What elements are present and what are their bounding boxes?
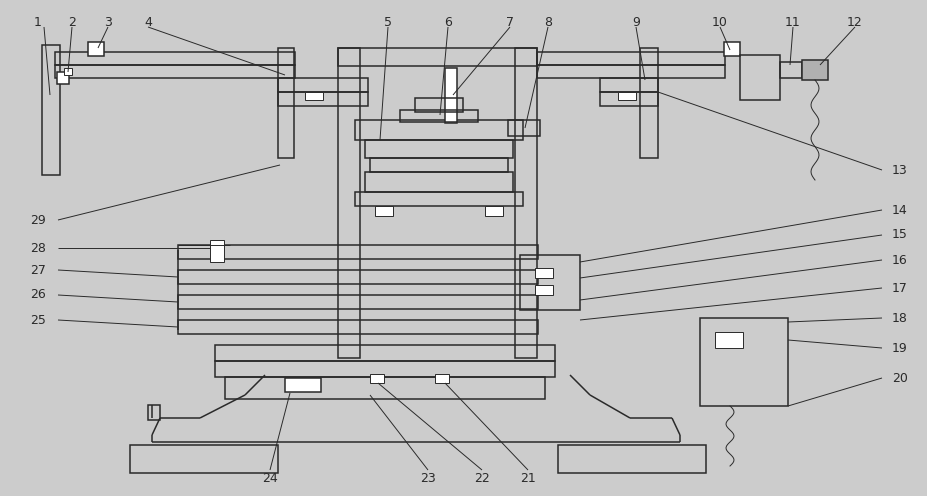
Bar [370,374,384,383]
Text: 8: 8 [543,15,552,28]
Bar [355,120,523,140]
Bar [278,78,368,92]
Bar [364,140,513,158]
Bar [130,445,278,473]
Text: 17: 17 [891,282,907,295]
Bar [485,206,502,216]
Text: 16: 16 [891,253,907,266]
Bar [557,445,705,473]
Text: 6: 6 [444,15,451,28]
Bar [714,332,743,348]
Bar [57,72,69,84]
Bar [640,48,657,158]
Bar [414,98,463,112]
Bar [178,295,538,309]
Text: 13: 13 [891,164,907,177]
Bar [400,110,477,122]
Text: 29: 29 [30,213,45,227]
Text: 12: 12 [846,15,862,28]
Text: 26: 26 [30,289,45,302]
Text: 27: 27 [30,263,46,276]
Text: 5: 5 [384,15,391,28]
Bar [88,42,104,56]
Bar [375,206,392,216]
Text: 14: 14 [891,203,907,216]
Bar [537,52,724,65]
Bar [600,78,657,92]
Bar [337,48,360,358]
Bar [337,48,537,66]
Bar [617,92,635,100]
Text: 24: 24 [261,472,277,485]
Bar [535,285,552,295]
Bar [537,65,724,78]
Bar [178,245,538,259]
Bar [780,62,801,78]
Bar [514,48,537,358]
Bar [215,345,554,361]
Bar [178,320,538,334]
Text: 4: 4 [144,15,152,28]
Text: 20: 20 [891,372,907,384]
Bar [355,192,523,206]
Text: 3: 3 [104,15,112,28]
Text: 28: 28 [30,242,46,254]
Bar [147,405,159,420]
Bar [278,92,368,106]
Bar [801,60,827,80]
Text: 7: 7 [505,15,514,28]
Bar [507,120,540,136]
Bar [370,158,507,172]
Bar [445,68,456,123]
Bar [224,377,544,399]
Text: 10: 10 [711,15,727,28]
Bar [600,92,657,106]
Bar [285,378,321,392]
Bar [435,374,449,383]
Text: 25: 25 [30,313,46,326]
Bar [55,52,295,65]
Text: 11: 11 [784,15,800,28]
Bar [215,361,554,377]
Bar [364,172,513,192]
Bar [55,65,295,78]
Bar [305,92,323,100]
Text: 2: 2 [68,15,76,28]
Bar [723,42,739,56]
Text: 9: 9 [631,15,640,28]
Text: 1: 1 [34,15,42,28]
Bar [535,268,552,278]
Bar [699,318,787,406]
Bar [64,68,72,75]
Bar [42,45,60,175]
Text: 23: 23 [420,472,436,485]
Bar [278,48,294,158]
Text: 22: 22 [474,472,489,485]
Bar [210,240,223,262]
Text: 21: 21 [519,472,535,485]
Text: 18: 18 [891,311,907,324]
Bar [739,55,780,100]
Text: 19: 19 [891,342,907,355]
Bar [519,255,579,310]
Text: 15: 15 [891,229,907,242]
Bar [178,270,538,284]
